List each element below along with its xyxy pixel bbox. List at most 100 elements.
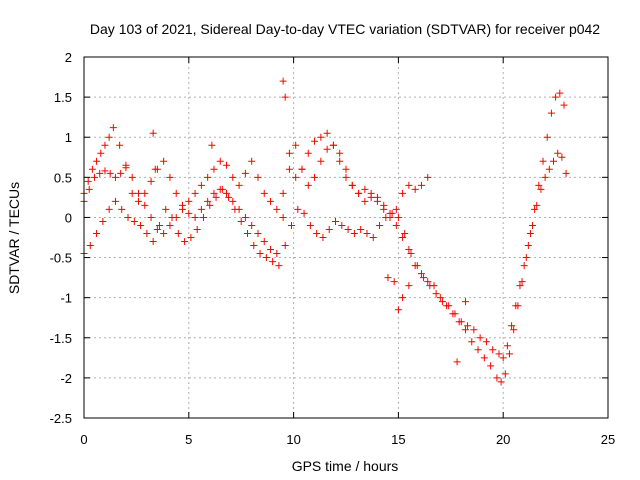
data-point [267,197,275,205]
data-point [208,141,216,149]
data-point [361,185,369,193]
data-point [518,278,526,286]
data-point [197,181,205,189]
data-point [231,205,239,213]
data-point [197,205,205,213]
data-point [191,213,199,221]
data-point [317,133,325,141]
data-point [116,141,124,149]
data-point [160,157,168,165]
data-point [413,262,421,270]
data-point [445,302,453,310]
data-point [147,213,155,221]
data-point [539,157,547,165]
data-point [325,225,333,233]
data-point [373,193,381,201]
data-point [336,157,344,165]
data-point [348,181,356,189]
data-point [206,201,214,209]
data-point [187,234,195,241]
data-point [298,165,306,173]
data-point [174,229,182,237]
data-point [505,350,513,358]
data-point [342,173,350,181]
data-point [554,149,562,157]
data-point [487,362,495,370]
y-tick-label: 0 [65,210,72,225]
data-point [285,165,293,173]
data-point [143,229,151,237]
data-point [543,133,551,141]
data-point [199,213,207,221]
data-point [405,181,413,189]
x-tick-label: 5 [185,432,192,447]
data-point [210,189,218,197]
data-point [149,238,157,246]
data-point [229,173,237,181]
data-point [137,221,145,229]
data-point [503,342,511,350]
data-point [401,229,409,237]
data-point [155,221,163,229]
y-tick-label: -2 [60,371,72,386]
x-tick-label: 0 [80,432,87,447]
data-point [84,177,92,185]
data-point [162,205,170,213]
data-point [386,209,394,217]
y-tick-label: -0.5 [50,251,72,266]
data-point [420,274,428,282]
data-point [168,213,176,221]
data-point [497,378,505,386]
data-point [357,225,365,233]
data-point [109,124,117,132]
data-point [306,221,314,229]
data-point [461,326,469,334]
data-point [520,262,528,270]
data-point [332,217,340,225]
data-point [292,173,300,181]
data-point [248,157,256,165]
data-point [223,161,231,169]
data-point [552,93,560,101]
data-point [323,129,331,137]
data-point [438,298,446,306]
data-point [369,234,377,241]
data-point [399,189,407,197]
data-point [510,326,518,334]
data-point [300,209,308,217]
data-point [470,326,478,334]
data-point [279,77,287,85]
data-point [235,181,243,189]
data-point [204,173,212,181]
data-point [93,157,101,165]
data-point [426,282,434,290]
data-point [151,165,159,173]
data-point [185,197,193,205]
data-point [204,197,212,205]
data-point [141,189,149,197]
y-tick-label: -1 [60,291,72,306]
data-point [556,89,564,97]
data-point [181,238,189,246]
data-point [529,221,537,229]
x-tick-label: 10 [286,432,300,447]
data-point [355,189,363,197]
data-point [267,246,275,254]
data-point [275,262,283,270]
data-point [545,165,553,173]
data-point [468,338,476,346]
data-point [531,205,539,213]
data-point [292,141,300,149]
data-point [411,185,419,193]
data-point [547,109,555,117]
data-point [501,370,509,378]
data-point [558,153,566,161]
data-point [336,149,344,157]
data-point [93,229,101,237]
data-point [323,145,331,153]
data-point [229,197,237,205]
data-point [128,189,136,197]
y-tick-label: -1.5 [50,331,72,346]
data-point [560,101,568,109]
data-point [399,294,407,302]
